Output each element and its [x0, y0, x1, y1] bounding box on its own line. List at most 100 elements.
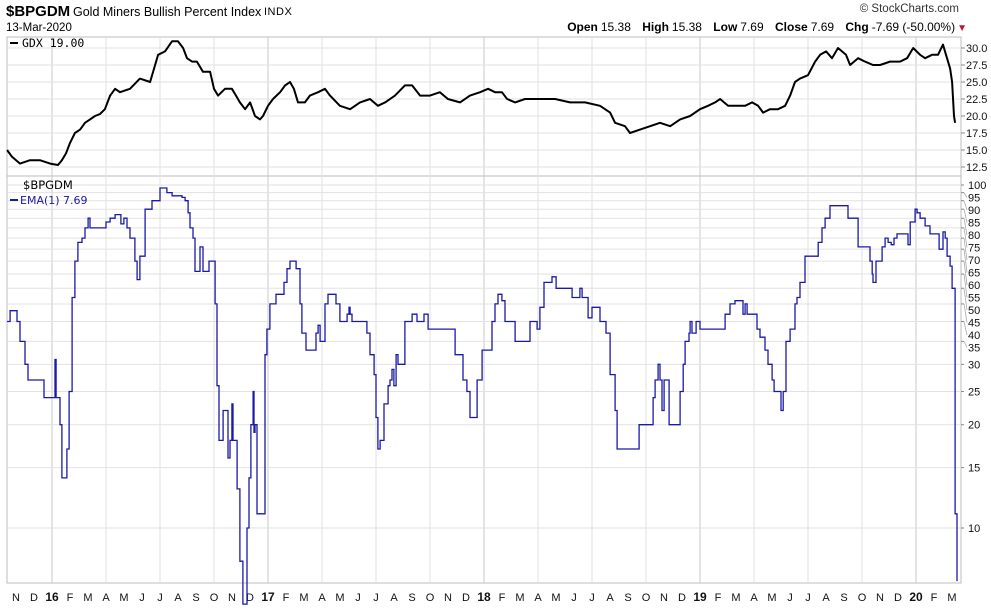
gdx-price-line	[6, 40, 957, 166]
x-tick-label: 18	[477, 590, 491, 604]
x-tick-label: O	[642, 592, 651, 604]
low-label: Low	[713, 20, 738, 34]
bp-y-tick-label: 65	[968, 268, 980, 280]
x-tick-label: O	[426, 592, 435, 604]
y-tick-leader	[963, 321, 968, 336]
x-tick-label: J	[373, 592, 379, 604]
x-tick-label: M	[731, 592, 740, 604]
x-tick-label: N	[12, 592, 20, 604]
x-tick-label: F	[499, 592, 506, 604]
bp-y-tick-label: 25	[968, 387, 980, 399]
bp-y-tick-label: 55	[968, 293, 980, 305]
brand-link[interactable]: © StockCharts.com	[859, 3, 959, 15]
x-tick-label: F	[67, 592, 74, 604]
close-value: 7.69	[810, 20, 835, 34]
x-tick-label: M	[335, 592, 344, 604]
x-tick-label: J	[139, 592, 145, 604]
x-tick-label: 16	[45, 590, 59, 604]
bp-y-tick-label: 90	[968, 205, 980, 217]
gdx-y-tick-label: 30.0	[966, 43, 987, 55]
x-tick-label: N	[876, 592, 884, 604]
bp-y-tick-label: 30	[968, 359, 980, 371]
bp-index-line	[7, 187, 958, 605]
open-label: Open	[567, 20, 598, 34]
bp-y-tick-label: 60	[968, 280, 980, 292]
y-tick-leader	[963, 227, 968, 248]
gdx-y-tick-label: 17.5	[966, 128, 987, 140]
bp-y-tick-label: 10	[968, 523, 980, 535]
x-tick-label: A	[102, 592, 110, 604]
x-tick-label: A	[822, 592, 830, 604]
x-tick-label: N	[660, 592, 668, 604]
y-tick-leader	[963, 303, 968, 323]
chg-value: -7.69 (-50.00%)	[871, 20, 956, 34]
bp-y-tick-label: 95	[968, 193, 980, 205]
x-tick-label: A	[318, 592, 326, 604]
high-value: 15.38	[671, 20, 702, 34]
bp-legend: EMA(1) 7.69	[20, 194, 88, 207]
x-tick-label: S	[624, 592, 631, 604]
x-tick-label: O	[858, 592, 867, 604]
gdx-y-tick-label: 20.0	[966, 111, 987, 123]
bp-y-tick-label: 75	[968, 243, 980, 255]
x-tick-label: J	[157, 592, 163, 604]
x-tick-label: 17	[261, 590, 275, 604]
x-tick-label: 20	[909, 590, 923, 604]
bp-y-tick-label: 20	[968, 420, 980, 432]
x-tick-label: S	[408, 592, 415, 604]
x-tick-label: D	[30, 592, 38, 604]
ohlc-readout: Open 15.38 High 15.38 Low 7.69 Close 7.69 Ch…	[567, 20, 967, 36]
y-tick-leader	[963, 274, 968, 298]
x-tick-label: N	[444, 592, 452, 604]
x-tick-label: S	[192, 592, 199, 604]
x-tick-label: M	[551, 592, 560, 604]
gdx-legend: GDX 19.00	[22, 36, 84, 50]
x-tick-label: J	[805, 592, 811, 604]
index-name: Gold Miners Bullish Percent Index	[73, 5, 262, 19]
bp-y-tick-label: 80	[968, 230, 980, 242]
bp-y-tick-label: 45	[968, 318, 980, 330]
gdx-y-tick-label: 12.5	[966, 162, 987, 174]
gdx-y-tick-label: 22.5	[966, 94, 987, 106]
x-tick-label: D	[678, 592, 686, 604]
bp-y-tick-label: 15	[968, 463, 980, 475]
x-tick-label: F	[283, 592, 290, 604]
x-tick-label: A	[750, 592, 758, 604]
y-tick-leader	[963, 200, 968, 211]
x-tick-label: M	[83, 592, 92, 604]
y-tick-leader	[963, 261, 968, 286]
y-tick-leader	[963, 341, 968, 348]
x-tick-label: M	[767, 592, 776, 604]
x-tick-label: J	[571, 592, 577, 604]
x-tick-label: J	[355, 592, 361, 604]
y-tick-leader	[963, 218, 968, 236]
x-tick-label: M	[947, 592, 956, 604]
y-tick-leader	[963, 288, 968, 311]
x-tick-label: F	[715, 592, 722, 604]
exchange-label: INDX	[264, 6, 293, 18]
x-tick-label: F	[931, 592, 938, 604]
x-tick-label: A	[606, 592, 614, 604]
x-tick-label: J	[787, 592, 793, 604]
x-tick-label: M	[515, 592, 524, 604]
low-value: 7.69	[740, 20, 764, 34]
y-tick-leader	[963, 209, 968, 223]
bp-y-tick-label: 85	[968, 218, 980, 230]
x-tick-label: O	[210, 592, 219, 604]
x-tick-label: D	[246, 592, 254, 604]
x-tick-label: N	[228, 592, 236, 604]
y-tick-leader	[963, 238, 968, 261]
x-tick-label: J	[589, 592, 595, 604]
chg-label: Chg	[845, 20, 869, 34]
y-tick-leader	[963, 192, 968, 198]
x-tick-label: 19	[693, 590, 707, 604]
x-tick-label: D	[894, 592, 902, 604]
x-tick-label: S	[840, 592, 847, 604]
bp-y-tick-label: 50	[968, 305, 980, 317]
gdx-y-tick-label: 15.0	[966, 145, 987, 157]
bp-y-tick-label: 35	[968, 343, 980, 355]
close-label: Close	[775, 20, 808, 34]
y-tick-leader	[963, 249, 968, 273]
bp-y-tick-label: 40	[968, 330, 980, 342]
